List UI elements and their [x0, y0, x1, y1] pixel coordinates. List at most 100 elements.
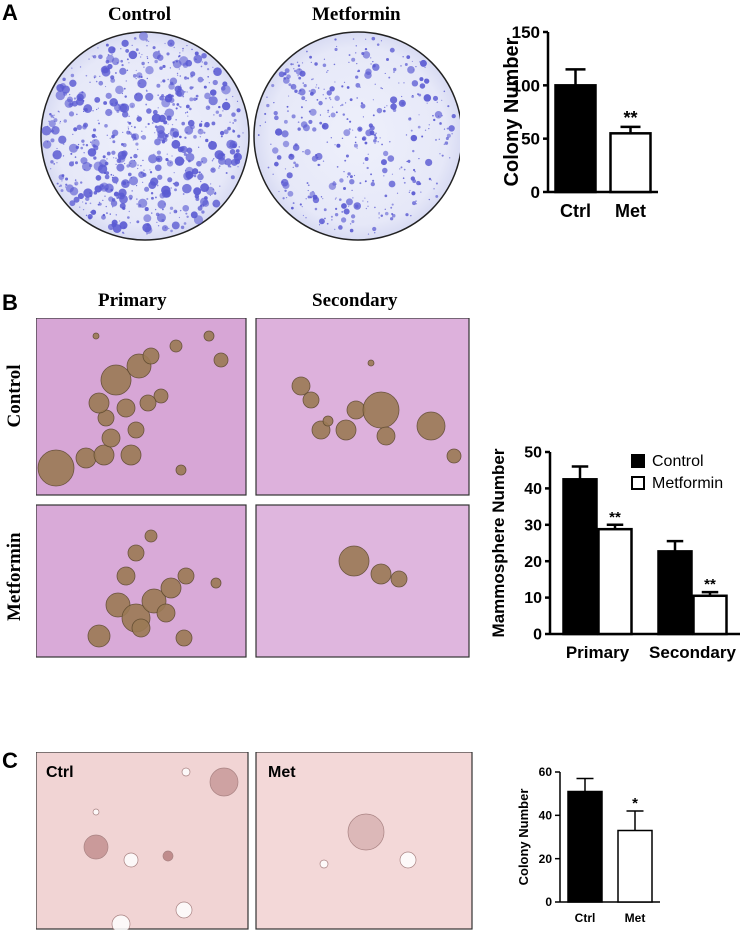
colony-dot [352, 38, 355, 40]
colony-dot [146, 197, 149, 200]
colony-dot [402, 56, 404, 58]
colony-dot [199, 128, 201, 131]
colony-dot [58, 150, 61, 152]
colony-dot [111, 176, 119, 184]
colony-dot [65, 177, 69, 181]
colony-dot [133, 153, 138, 159]
colony-dot [94, 185, 102, 193]
colony-dot [184, 136, 187, 139]
colony-dot [156, 221, 158, 223]
colony-dot [194, 51, 199, 56]
panel-c-photos [36, 752, 473, 930]
colony-dot [179, 146, 185, 152]
colony-dot [102, 199, 104, 201]
colony-dot [211, 121, 216, 126]
colony-dot [137, 78, 147, 89]
colony-dot [105, 171, 110, 175]
mammosphere [177, 567, 195, 585]
colony-dot [212, 66, 214, 69]
colony-dot [237, 134, 241, 138]
metformin-dish [253, 31, 460, 241]
colony-dot [71, 67, 73, 69]
colony-dot [156, 83, 161, 88]
colony-dot [108, 46, 116, 54]
colony-dot [135, 48, 139, 52]
cell [399, 851, 417, 869]
colony-dot [201, 204, 205, 208]
colony-dot [335, 111, 338, 114]
colony-dot [65, 184, 74, 193]
colony-dot [211, 160, 213, 162]
colony-dot [169, 127, 179, 138]
colony-dot [230, 158, 238, 166]
colony-dot [298, 76, 302, 80]
mammosphere [175, 464, 187, 476]
colony-dot [297, 127, 301, 131]
colony-dot [376, 43, 380, 46]
colony-dot [197, 171, 199, 173]
colony-dot [200, 173, 203, 175]
colony-dot [364, 141, 368, 145]
colony-dot [93, 145, 99, 151]
colony-dot [53, 163, 56, 165]
colony-dot [390, 206, 393, 209]
colony-dot [334, 47, 338, 52]
colony-dot [372, 99, 374, 101]
colony-dot [164, 108, 175, 118]
colony-dot [191, 48, 193, 51]
colony-dot [411, 95, 415, 98]
colony-dot [84, 202, 87, 205]
colony-dot [323, 208, 327, 212]
colony-dot [308, 110, 311, 113]
colony-dot [157, 107, 159, 109]
colony-dot [126, 58, 129, 61]
colony-dot [210, 167, 216, 173]
colony-dot [135, 69, 137, 72]
colony-dot [321, 222, 324, 224]
colony-dot [435, 194, 439, 198]
colony-dot [77, 193, 84, 200]
colony-dot [179, 135, 182, 139]
colony-dot [203, 85, 207, 89]
colony-dot [179, 75, 182, 77]
colony-dot [132, 74, 137, 78]
colony-dot [146, 45, 148, 47]
colony-dot [171, 221, 180, 230]
colony-dot [331, 219, 333, 221]
colony-dot [387, 155, 395, 162]
colony-dot [186, 111, 189, 113]
colony-dot [383, 175, 385, 177]
colony-dot [83, 188, 93, 198]
colony-dot [172, 182, 175, 185]
colony-dot [305, 217, 307, 219]
colony-dot [143, 214, 152, 223]
colony-dot [131, 190, 133, 192]
colony-dot [112, 206, 114, 208]
colony-dot [173, 46, 175, 49]
colony-dot [283, 77, 286, 80]
colony-dot [428, 198, 431, 201]
colony-dot [188, 159, 191, 163]
colony-dot [317, 163, 320, 167]
colony-dot [274, 128, 283, 136]
colony-dot [404, 63, 408, 66]
colony-dot [141, 181, 144, 183]
colony-dot [136, 198, 138, 200]
colony-dot [201, 160, 203, 163]
colony-dot [335, 45, 338, 48]
legend-label: Metformin [652, 475, 723, 492]
colony-dot [410, 134, 418, 142]
colony-dot [115, 182, 118, 185]
colony-dot [120, 48, 122, 50]
colony-dot [376, 107, 383, 114]
mammospheres [37, 330, 462, 648]
colony-dot [445, 136, 449, 140]
colony-dot [330, 215, 333, 218]
colony-dot [97, 203, 100, 206]
dish-label-control: Control [108, 4, 171, 25]
colony-dot [341, 203, 347, 209]
colony-dot [84, 169, 86, 171]
colony-dot [168, 83, 175, 90]
y-tick-label: 50 [521, 130, 540, 149]
colony-dot [236, 100, 239, 102]
